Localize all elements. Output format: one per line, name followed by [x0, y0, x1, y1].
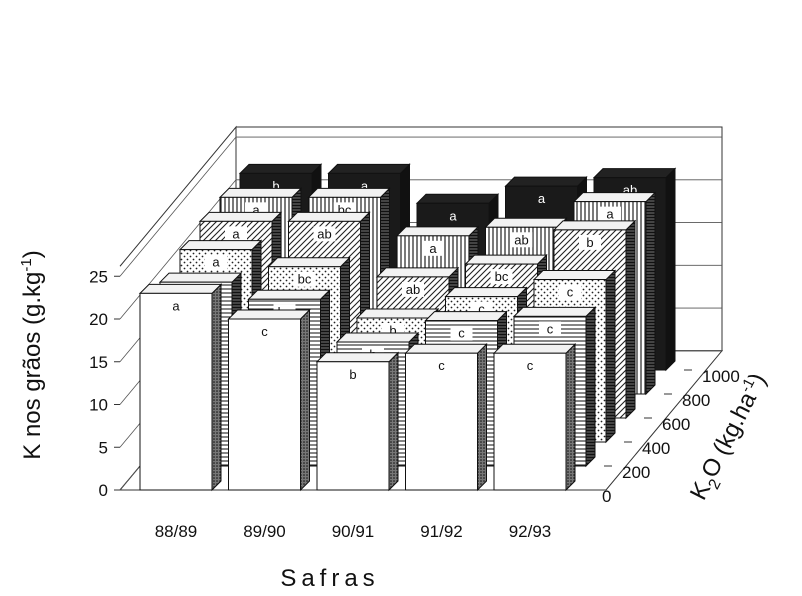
y-tick-label: 15	[89, 353, 108, 372]
bar-letter-label: b	[272, 178, 279, 193]
bar-89/90-k2o-0: c	[227, 308, 311, 492]
bar-letter-label: b	[586, 235, 593, 250]
x-tick-label: 92/93	[509, 522, 552, 541]
bar-letter-label: a	[232, 226, 240, 241]
depth-tick-label: 600	[662, 415, 690, 434]
y-tick-label: 20	[89, 310, 108, 329]
x-axis-title: Safras	[280, 565, 379, 591]
x-tick-label: 88/89	[155, 522, 198, 541]
depth-tick-label: 1000	[702, 367, 740, 386]
z-axis-title: K2O (kg.ha-1)	[684, 368, 776, 506]
x-tick-label: 89/90	[243, 522, 286, 541]
y-tick-label: 0	[99, 481, 108, 500]
bar-letter-label: a	[606, 207, 614, 222]
bar-letter-label: a	[538, 191, 546, 206]
bar-letter-label: c	[567, 285, 574, 300]
bar-letter-label: a	[252, 202, 260, 217]
gridline	[119, 136, 722, 277]
x-tick-label: 90/91	[332, 522, 375, 541]
bar-letter-label: a	[361, 178, 369, 193]
bars-layer: baaaababcaabaaababbcbabcbccabcbccacbcc	[138, 163, 677, 492]
bar-letter-label: c	[458, 326, 465, 341]
bar-letter-label: ab	[514, 232, 528, 247]
bar-letter-label: c	[547, 321, 554, 336]
bar-92/93-k2o-0: c	[492, 342, 577, 492]
depth-tick-label: 400	[642, 439, 670, 458]
depth-tick-label: 800	[682, 391, 710, 410]
depth-tick-label: 200	[622, 463, 650, 482]
bar-letter-label: c	[261, 324, 268, 339]
depth-tick-label: 0	[602, 487, 611, 506]
bar-letter-label: ab	[406, 282, 420, 297]
bar-letter-label: c	[438, 358, 445, 373]
bar-letter-label: a	[449, 208, 457, 223]
bar-letter-label: a	[429, 241, 437, 256]
y-axis-title: K nos grãos (g.kg-1)	[18, 250, 46, 459]
y-tick-label: 5	[99, 438, 108, 457]
bar-letter-label: c	[478, 302, 485, 317]
bar-letter-label: b	[389, 323, 396, 338]
bar-88/89-k2o-0: a	[138, 283, 223, 492]
bar-letter-label: c	[527, 358, 534, 373]
x-tick-label: 91/92	[420, 522, 463, 541]
y-tick-label: 10	[89, 396, 108, 415]
bar-letter-label: bc	[298, 272, 312, 287]
y-tick-label: 25	[89, 267, 108, 286]
bar-letter-label: ab	[317, 226, 331, 241]
bar-letter-label: bc	[495, 269, 509, 284]
bar-letter-label: b	[349, 367, 356, 382]
bar-letter-label: a	[172, 298, 180, 313]
axes-layer: 0 5 10 15 20 25 88/89 89/90 90/91 91/92 92/93 0 200 4…	[89, 267, 740, 541]
bar-91/92-k2o-0: c	[404, 342, 488, 492]
bar-letter-label: a	[212, 255, 220, 270]
bar-90/91-k2o-0: b	[315, 351, 400, 492]
